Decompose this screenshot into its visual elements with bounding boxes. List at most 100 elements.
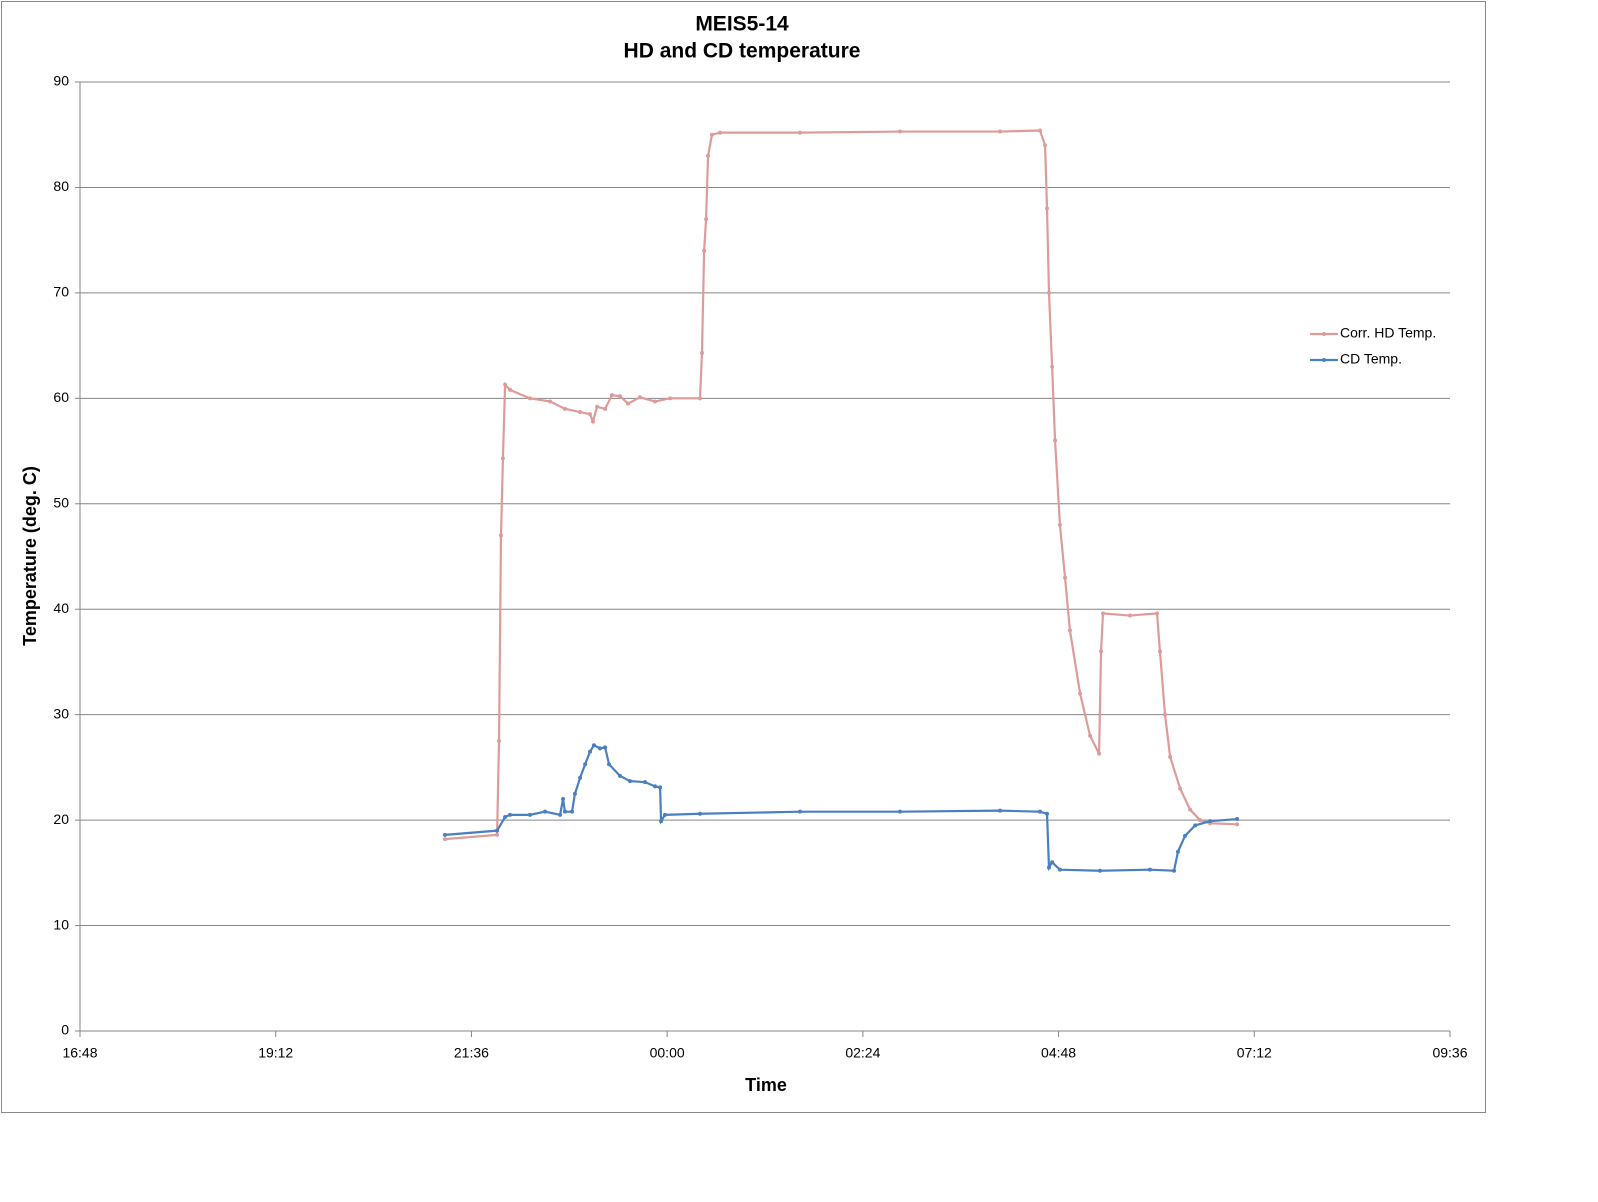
data-point xyxy=(709,132,714,137)
y-tick-label: 20 xyxy=(53,811,69,827)
data-point xyxy=(1046,865,1051,870)
series-line xyxy=(444,743,1238,872)
y-axis-title: Temperature (deg. C) xyxy=(20,466,40,646)
data-point xyxy=(572,791,577,796)
data-point xyxy=(495,832,500,837)
data-point xyxy=(1063,575,1068,580)
data-point xyxy=(1172,868,1177,873)
data-point xyxy=(497,739,502,744)
data-point xyxy=(1183,833,1188,838)
data-point xyxy=(1097,751,1102,756)
data-point xyxy=(706,153,711,158)
data-point xyxy=(1046,290,1051,295)
data-point xyxy=(507,812,512,817)
data-point xyxy=(1053,438,1058,443)
data-point xyxy=(507,387,512,392)
data-point xyxy=(1098,868,1103,873)
y-tick-label: 60 xyxy=(53,389,69,405)
x-tick-label: 00:00 xyxy=(650,1045,685,1061)
y-tick-label: 10 xyxy=(53,916,69,932)
data-point xyxy=(495,828,500,833)
x-tick-label: 02:24 xyxy=(845,1045,880,1061)
x-tick-label: 19:12 xyxy=(258,1045,293,1061)
y-tick-label: 0 xyxy=(61,1022,69,1038)
y-tick-label: 80 xyxy=(53,178,69,194)
data-point xyxy=(698,396,703,401)
data-point xyxy=(898,809,903,814)
data-point xyxy=(658,785,663,790)
data-point xyxy=(998,129,1003,134)
chart-border xyxy=(1,1,1486,1113)
data-point xyxy=(609,393,614,398)
legend-label: CD Temp. xyxy=(1340,351,1402,367)
data-point xyxy=(1099,649,1104,654)
data-point xyxy=(570,809,575,814)
data-point xyxy=(1037,128,1042,133)
data-point xyxy=(702,248,707,253)
legend-marker xyxy=(1322,358,1326,362)
data-point xyxy=(503,814,508,819)
data-point xyxy=(578,410,583,415)
data-point xyxy=(583,762,588,767)
chart-title: MEIS5-14 xyxy=(695,13,789,36)
data-point xyxy=(626,401,630,406)
legend-marker xyxy=(1322,332,1326,336)
data-point xyxy=(603,406,608,411)
data-point xyxy=(1050,364,1055,369)
legend-label: Corr. HD Temp. xyxy=(1340,325,1436,341)
data-point xyxy=(1057,522,1062,527)
data-point xyxy=(1163,712,1168,717)
data-point xyxy=(1235,822,1240,827)
chart-subtitle: HD and CD temperature xyxy=(624,40,861,63)
data-point xyxy=(662,812,667,817)
data-point xyxy=(443,837,448,842)
data-point xyxy=(1235,817,1240,822)
data-point xyxy=(1168,754,1173,759)
x-tick-label: 09:36 xyxy=(1432,1045,1467,1061)
data-point xyxy=(637,395,642,400)
data-point xyxy=(1067,628,1072,633)
data-point xyxy=(1178,786,1183,791)
data-point xyxy=(1193,823,1198,828)
data-point xyxy=(1208,819,1213,824)
y-tick-label: 90 xyxy=(53,73,69,89)
data-point xyxy=(1045,811,1050,816)
data-point xyxy=(598,746,603,751)
data-point xyxy=(1147,867,1152,872)
data-point xyxy=(1088,733,1093,738)
data-point xyxy=(643,780,648,785)
data-point xyxy=(558,812,563,817)
data-point xyxy=(590,419,595,424)
y-tick-label: 70 xyxy=(53,284,69,300)
data-point xyxy=(498,533,503,538)
data-point xyxy=(617,394,622,399)
y-tick-label: 50 xyxy=(53,494,69,510)
data-point xyxy=(1043,143,1048,148)
data-point xyxy=(595,404,600,409)
data-point xyxy=(699,350,704,355)
data-point xyxy=(1050,860,1055,865)
data-point xyxy=(717,130,722,135)
x-axis-title: Time xyxy=(745,1075,787,1095)
data-point xyxy=(527,812,532,817)
data-point xyxy=(1157,649,1162,654)
data-point xyxy=(548,399,553,404)
data-point xyxy=(543,809,548,814)
data-point xyxy=(668,396,673,401)
data-point xyxy=(1037,809,1042,814)
data-point xyxy=(617,773,622,778)
data-point xyxy=(998,808,1003,813)
data-point xyxy=(1155,611,1160,616)
data-point xyxy=(659,819,664,824)
data-point xyxy=(698,811,703,816)
data-point xyxy=(1078,691,1083,696)
data-point xyxy=(503,382,508,387)
data-point xyxy=(588,749,593,754)
data-point xyxy=(1128,613,1133,618)
x-tick-label: 16:48 xyxy=(62,1045,97,1061)
data-point xyxy=(1045,206,1050,211)
data-point xyxy=(527,396,532,401)
data-point xyxy=(578,775,583,780)
